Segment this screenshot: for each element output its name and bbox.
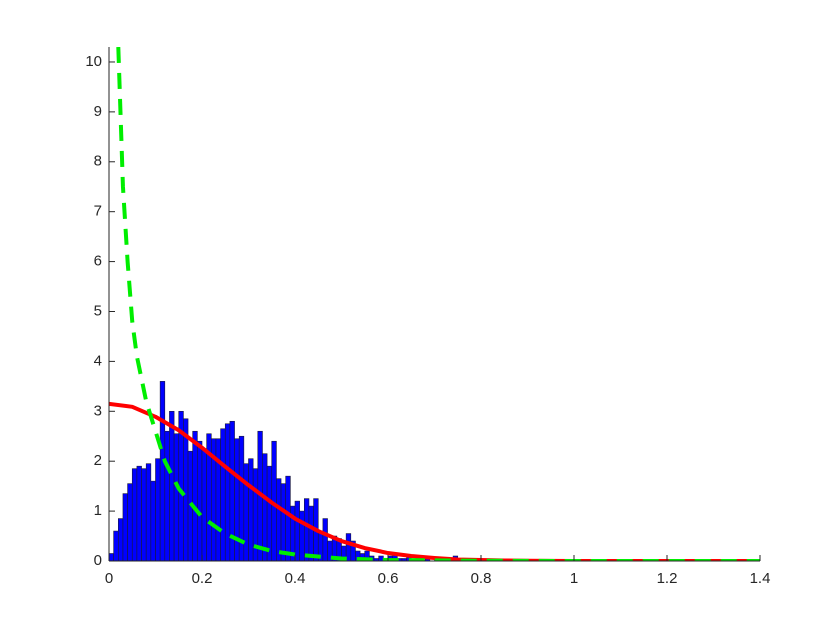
y-tick-label: 2 — [94, 452, 102, 469]
bar — [183, 418, 189, 561]
bar — [294, 500, 300, 561]
bar — [378, 555, 384, 561]
bar — [285, 475, 291, 561]
bar — [159, 381, 166, 561]
x-tick-label: 0.4 — [285, 570, 306, 587]
bar — [322, 518, 328, 561]
x-tick-label: 0.6 — [378, 570, 399, 587]
bar — [224, 423, 231, 561]
bar — [243, 463, 249, 561]
axes: 0 1 2 3 4 5 6 7 8 9 10 0 0.2 0.4 0.6 0.8 1 1.2 1.4 — [85, 47, 770, 587]
bar — [169, 410, 175, 561]
bar — [303, 498, 310, 561]
y-tick-label: 4 — [94, 352, 102, 369]
x-tick-label: 0.8 — [471, 570, 492, 587]
bar — [248, 458, 254, 561]
y-tick-label: 5 — [94, 302, 102, 319]
y-tick-label: 6 — [94, 253, 102, 270]
bar — [113, 530, 119, 561]
bar — [145, 463, 152, 561]
bar — [234, 438, 240, 561]
bar — [345, 533, 352, 561]
x-tick-label: 0.2 — [192, 570, 213, 587]
y-tick-label: 10 — [85, 53, 102, 70]
bar — [276, 478, 282, 561]
bar — [173, 433, 180, 561]
bar — [141, 468, 147, 561]
y-tick-label: 7 — [94, 203, 102, 220]
x-tick-label: 1.2 — [657, 570, 678, 587]
bar — [197, 440, 203, 561]
bar — [155, 458, 161, 561]
x-tick-label: 1 — [570, 570, 578, 587]
bar — [150, 480, 156, 561]
bar — [127, 483, 133, 561]
bar — [201, 448, 207, 561]
y-tick-label: 9 — [94, 103, 102, 120]
plot-area — [109, 47, 760, 561]
bar — [131, 468, 138, 561]
bar — [192, 430, 198, 561]
bar — [308, 505, 314, 561]
bar — [299, 510, 305, 561]
bar — [220, 428, 226, 561]
y-tick-label: 1 — [94, 502, 102, 519]
line-series — [109, 401, 760, 561]
bar — [229, 420, 235, 561]
bar — [280, 483, 286, 561]
bar — [215, 438, 221, 561]
bar — [164, 430, 170, 561]
bar — [109, 553, 114, 561]
bar — [118, 518, 124, 561]
y-tick-label: 0 — [94, 552, 102, 569]
y-tick-label: 8 — [94, 153, 102, 170]
bar — [262, 453, 268, 561]
bar — [266, 465, 273, 561]
x-tick-label: 1.4 — [750, 570, 771, 587]
bar — [122, 493, 128, 561]
bar — [136, 465, 142, 561]
y-tick-label: 3 — [94, 402, 102, 419]
x-tick-label: 0 — [105, 570, 113, 587]
